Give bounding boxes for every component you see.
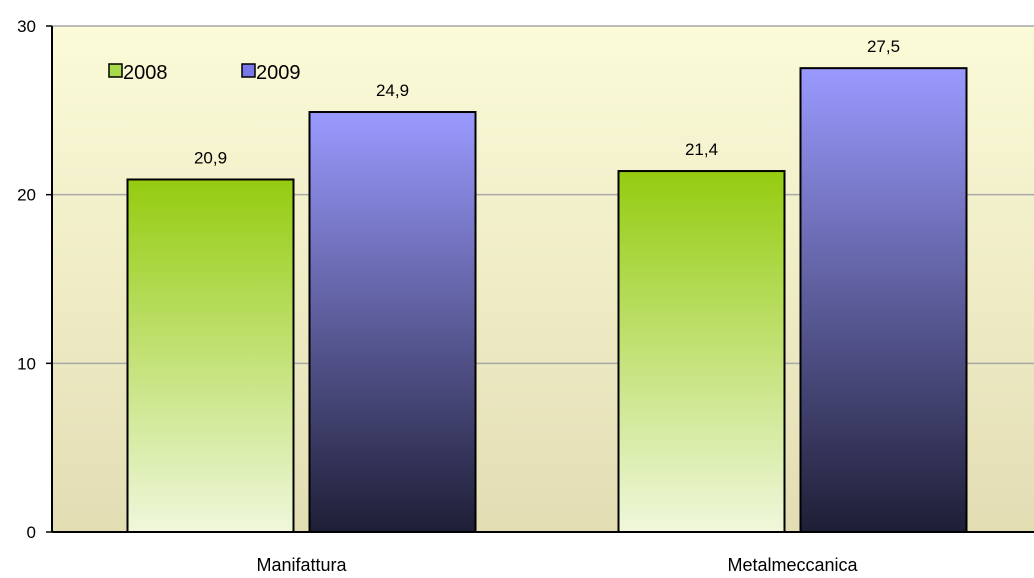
category-label-metalmeccanica: Metalmeccanica bbox=[727, 555, 858, 575]
data-label-2009-metalmeccanica: 27,5 bbox=[867, 37, 900, 56]
y-tick-label: 30 bbox=[17, 17, 36, 36]
bar-2009-manifattura bbox=[308, 111, 477, 534]
legend: 2008 2009 bbox=[108, 62, 301, 84]
axes bbox=[51, 26, 1034, 533]
bar-2008-manifattura bbox=[126, 178, 295, 533]
category-labels: Manifattura Metalmeccanica bbox=[256, 555, 858, 575]
legend-label-2008: 2008 bbox=[123, 62, 168, 84]
bar-2008-metalmeccanica bbox=[617, 170, 786, 533]
y-tick-labels: 0 10 20 30 bbox=[17, 17, 52, 542]
data-label-2008-metalmeccanica: 21,4 bbox=[685, 140, 718, 159]
legend-label-2009: 2009 bbox=[256, 62, 301, 84]
legend-swatch-2008 bbox=[108, 63, 123, 78]
data-label-2008-manifattura: 20,9 bbox=[194, 148, 227, 167]
y-tick-label: 10 bbox=[17, 354, 36, 373]
legend-swatch-2009 bbox=[241, 63, 256, 78]
category-label-manifattura: Manifattura bbox=[256, 555, 347, 575]
bar-2009-metalmeccanica bbox=[799, 67, 968, 534]
data-label-2009-manifattura: 24,9 bbox=[376, 81, 409, 100]
y-tick-label: 0 bbox=[27, 523, 36, 542]
y-tick-label: 20 bbox=[17, 186, 36, 205]
data-labels: 20,9 24,9 21,4 27,5 bbox=[194, 37, 900, 167]
bars bbox=[126, 67, 968, 534]
